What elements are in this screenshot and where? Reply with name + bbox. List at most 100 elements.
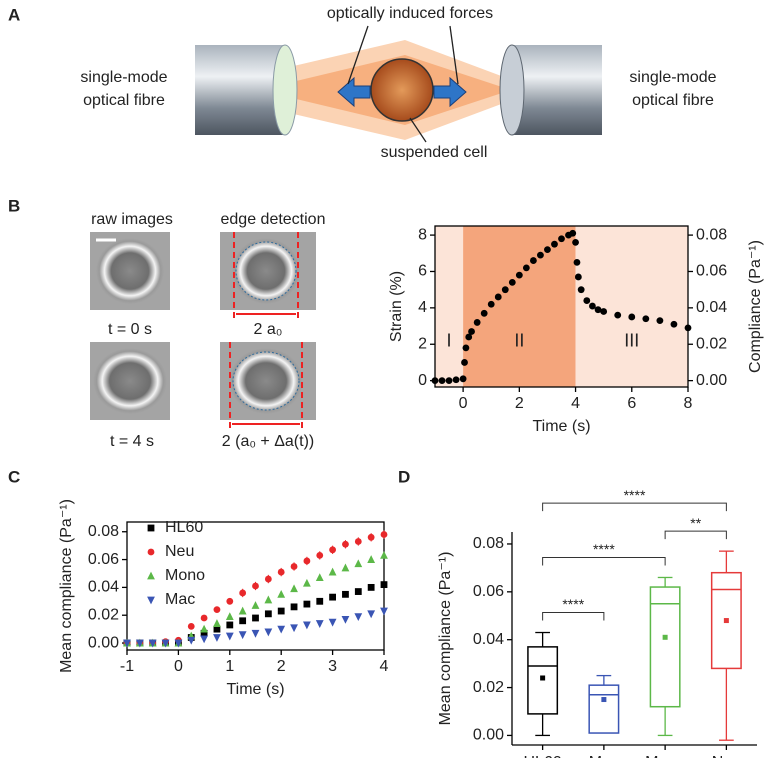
marker bbox=[187, 636, 196, 645]
marker bbox=[341, 615, 350, 624]
tick-label: 0.06 bbox=[473, 583, 504, 600]
tick-label: 3 bbox=[328, 658, 337, 675]
legend-label: HL60 bbox=[165, 519, 203, 536]
marker bbox=[200, 629, 208, 637]
marker bbox=[315, 573, 324, 582]
tick-label: 0 bbox=[459, 395, 468, 412]
marker bbox=[367, 610, 376, 619]
marker bbox=[290, 603, 298, 611]
tick-label: 0.02 bbox=[88, 606, 119, 623]
marker bbox=[174, 639, 183, 648]
axis-title: Time (s) bbox=[532, 418, 590, 435]
tick-label: 0.08 bbox=[88, 523, 119, 540]
marker bbox=[252, 582, 259, 590]
marker bbox=[354, 613, 363, 622]
pointer bbox=[449, 25, 459, 85]
marker bbox=[473, 319, 481, 326]
tick-label: 0.00 bbox=[473, 727, 504, 744]
marker bbox=[380, 550, 388, 559]
marker bbox=[574, 273, 582, 281]
tick-label: 0.08 bbox=[696, 226, 727, 243]
panel-label: B bbox=[8, 196, 20, 215]
marker bbox=[594, 306, 602, 314]
marker bbox=[342, 540, 349, 548]
tick-label: 1 bbox=[225, 658, 234, 675]
tick-label: 0.06 bbox=[88, 551, 119, 568]
tick-label: 2 bbox=[515, 395, 524, 412]
tick-label: 2 bbox=[418, 335, 427, 352]
image-title: edge detection bbox=[221, 211, 326, 228]
marker bbox=[200, 635, 208, 644]
cell-image bbox=[229, 348, 303, 414]
marker bbox=[438, 377, 446, 385]
marker bbox=[316, 597, 324, 605]
marker bbox=[452, 376, 460, 384]
marker bbox=[431, 377, 439, 385]
marker bbox=[544, 246, 551, 254]
marker bbox=[251, 629, 260, 638]
marker bbox=[529, 257, 537, 264]
marker bbox=[380, 607, 388, 616]
marker bbox=[589, 302, 596, 310]
marker bbox=[342, 590, 349, 598]
pointer bbox=[347, 25, 369, 85]
marker bbox=[551, 240, 558, 248]
tick-label: -1 bbox=[120, 658, 134, 675]
fibre-label: optical fibre bbox=[83, 92, 165, 109]
marker bbox=[354, 588, 362, 595]
tick-label: 4 bbox=[418, 299, 427, 316]
marker bbox=[290, 624, 298, 633]
marker bbox=[380, 581, 388, 589]
tick-label: 0.08 bbox=[473, 535, 504, 552]
marker bbox=[614, 311, 622, 319]
legend-label: Mono bbox=[165, 567, 205, 584]
marker bbox=[508, 278, 516, 286]
marker bbox=[501, 286, 509, 294]
significance-bracket bbox=[542, 556, 666, 566]
tick-label: 8 bbox=[684, 395, 693, 412]
marker bbox=[628, 313, 636, 321]
significance-bracket bbox=[542, 612, 605, 621]
marker bbox=[558, 235, 565, 243]
tick-label: 6 bbox=[418, 263, 427, 280]
mean bbox=[723, 618, 729, 624]
marker bbox=[303, 578, 311, 587]
fibre-face bbox=[272, 44, 298, 136]
marker bbox=[329, 593, 336, 601]
plot-frame bbox=[434, 225, 689, 388]
marker bbox=[135, 639, 144, 648]
tick-label: 0.02 bbox=[696, 335, 727, 352]
category-label: Mac bbox=[589, 754, 619, 758]
axis-title: Strain (%) bbox=[388, 271, 405, 342]
marker bbox=[290, 563, 298, 570]
marker bbox=[480, 309, 488, 317]
fibre-label: optical fibre bbox=[632, 92, 714, 109]
marker bbox=[252, 614, 259, 622]
legend-marker bbox=[147, 596, 155, 605]
marker bbox=[642, 315, 650, 323]
marker bbox=[161, 639, 170, 648]
marker bbox=[213, 634, 221, 642]
tick-label: 2 bbox=[277, 658, 286, 675]
significance-label: **** bbox=[562, 596, 584, 612]
tick-label: 0.00 bbox=[696, 372, 727, 389]
marker bbox=[277, 607, 285, 615]
marker bbox=[264, 610, 272, 618]
panel-label: D bbox=[398, 467, 410, 486]
legend-marker bbox=[147, 524, 155, 532]
axis-title: Compliance (Pa⁻¹) bbox=[747, 240, 764, 373]
region bbox=[463, 226, 576, 387]
fibre-face bbox=[499, 44, 525, 136]
marker bbox=[315, 620, 324, 628]
marker bbox=[487, 300, 495, 308]
tick-label: 4 bbox=[380, 658, 389, 675]
box bbox=[649, 586, 681, 708]
cell-image bbox=[96, 238, 164, 304]
tick-label: 0.06 bbox=[696, 263, 727, 280]
left-fibre bbox=[195, 45, 285, 135]
pointer bbox=[409, 117, 427, 143]
marker bbox=[277, 568, 285, 576]
axis-title: Mean compliance (Pa⁻¹) bbox=[437, 552, 454, 726]
image-caption: t = 4 s bbox=[110, 433, 154, 450]
